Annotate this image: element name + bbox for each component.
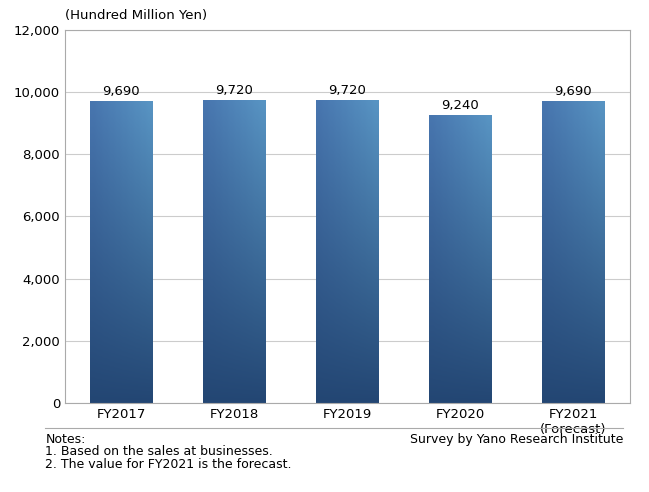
Text: Survey by Yano Research Institute: Survey by Yano Research Institute xyxy=(410,433,623,446)
Text: 1. Based on the sales at businesses.: 1. Based on the sales at businesses. xyxy=(45,445,273,458)
Text: 9,690: 9,690 xyxy=(103,86,140,98)
Text: 9,720: 9,720 xyxy=(328,85,366,97)
Text: 9,240: 9,240 xyxy=(441,99,479,112)
Text: 9,720: 9,720 xyxy=(215,85,253,97)
Text: Notes:: Notes: xyxy=(45,433,86,446)
Text: 9,690: 9,690 xyxy=(554,86,592,98)
Text: 2. The value for FY2021 is the forecast.: 2. The value for FY2021 is the forecast. xyxy=(45,458,292,470)
Text: (Hundred Million Yen): (Hundred Million Yen) xyxy=(65,9,207,22)
